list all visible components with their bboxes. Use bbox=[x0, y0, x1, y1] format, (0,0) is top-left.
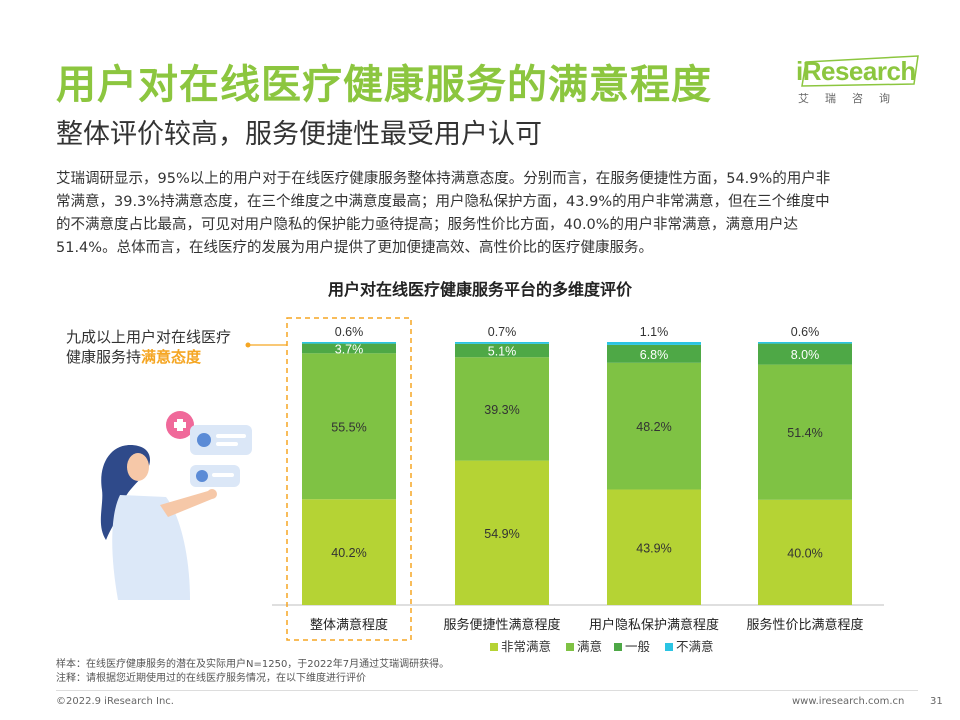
data-label: 55.5% bbox=[331, 420, 366, 434]
data-label: 0.6% bbox=[791, 325, 820, 339]
data-label: 0.6% bbox=[335, 325, 364, 339]
callout-text-main: 九成以上用户对在线医疗健康服务持 bbox=[66, 328, 232, 366]
callout-text: 九成以上用户对在线医疗健康服务持满意态度 bbox=[66, 327, 241, 367]
legend-swatch bbox=[566, 643, 574, 651]
footnotes: 样本：在线医疗健康服务的潜在及实际用户N=1250，于2022年7月通过艾瑞调研… bbox=[56, 658, 449, 686]
bar-segment-1 bbox=[455, 460, 549, 605]
footer-divider bbox=[56, 690, 918, 691]
legend-swatch bbox=[665, 643, 673, 651]
bar-segment-2 bbox=[758, 364, 852, 500]
summary-line: 的不满意度占比最高，可见对用户隐私的保护能力亟待提高；服务性价比方面，40.0%… bbox=[56, 217, 799, 233]
data-label: 43.9% bbox=[636, 541, 671, 555]
summary-line: 51.4%。总体而言，在线医疗的发展为用户提供了更加便捷高效、高性价比的医疗健康… bbox=[56, 240, 654, 256]
bar-segment-3 bbox=[455, 343, 549, 358]
footer-copyright: ©2022.9 iResearch Inc. bbox=[56, 696, 174, 707]
legend-swatch bbox=[490, 643, 498, 651]
data-label: 0.7% bbox=[488, 325, 517, 339]
footer-website: www.iresearch.com.cn bbox=[792, 696, 905, 707]
data-label: 39.3% bbox=[484, 403, 519, 417]
summary-paragraph: 艾瑞调研显示，95%以上的用户对于在线医疗健康服务整体持满意态度。分别而言，在服… bbox=[56, 168, 916, 260]
data-label: 1.1% bbox=[640, 325, 669, 339]
heartbeat-card-icon bbox=[190, 465, 240, 487]
bar-segment-4 bbox=[758, 342, 852, 344]
callout-highlight: 满意态度 bbox=[141, 348, 202, 366]
bar-segment-4 bbox=[455, 342, 549, 344]
data-label: 3.7% bbox=[335, 342, 364, 356]
bar-segment-2 bbox=[455, 357, 549, 461]
bar-segment-2 bbox=[302, 353, 396, 500]
category-label: 服务便捷性满意程度 bbox=[443, 617, 560, 633]
legend-label: 满意 bbox=[577, 639, 602, 654]
logo-mark bbox=[801, 55, 919, 87]
medical-cross-icon bbox=[166, 411, 194, 439]
category-label: 用户隐私保护满意程度 bbox=[589, 617, 719, 633]
remark-note: 注释：请根据您近期使用过的在线医疗服务情况，在以下维度进行评价 bbox=[56, 673, 366, 684]
category-label: 服务性价比满意程度 bbox=[746, 617, 863, 633]
data-label: 48.2% bbox=[636, 420, 671, 434]
sample-note: 样本：在线医疗健康服务的潜在及实际用户N=1250，于2022年7月通过艾瑞调研… bbox=[56, 659, 450, 670]
bar-segment-4 bbox=[302, 342, 396, 344]
page-title: 用户对在线医疗健康服务的满意程度 bbox=[56, 62, 712, 108]
iresearch-logo: iResearch 艾瑞咨询 bbox=[792, 54, 922, 106]
data-label: 8.0% bbox=[791, 348, 820, 362]
page-subtitle: 整体评价较高，服务便捷性最受用户认可 bbox=[56, 119, 542, 150]
doctor-illustration bbox=[100, 411, 252, 600]
summary-line: 常满意，39.3%持满意态度，在三个维度之中满意度最高；用户隐私保护方面，43.… bbox=[56, 194, 830, 210]
legend-label: 不满意 bbox=[676, 639, 714, 654]
bar-segment-1 bbox=[758, 499, 852, 605]
bar-segment-4 bbox=[607, 342, 701, 345]
woman-figure bbox=[100, 445, 217, 600]
data-label: 40.2% bbox=[331, 546, 366, 560]
bar-segment-3 bbox=[607, 344, 701, 363]
data-label: 40.0% bbox=[787, 546, 822, 560]
bar-segment-2 bbox=[607, 362, 701, 490]
callout-dot bbox=[245, 342, 251, 348]
chart-title: 用户对在线医疗健康服务平台的多维度评价 bbox=[327, 280, 632, 299]
bar-segment-1 bbox=[302, 499, 396, 605]
bar-segment-3 bbox=[302, 343, 396, 354]
legend-label: 一般 bbox=[625, 639, 651, 654]
legend-label: 非常满意 bbox=[501, 639, 551, 654]
highlight-box bbox=[286, 317, 412, 641]
bar-segment-1 bbox=[607, 489, 701, 605]
profile-card-icon bbox=[190, 425, 252, 455]
logo-brand: iResearch bbox=[796, 56, 916, 86]
category-label: 整体满意程度 bbox=[310, 617, 388, 633]
page-number: 31 bbox=[930, 696, 943, 707]
data-label: 54.9% bbox=[484, 527, 519, 541]
data-label: 6.8% bbox=[640, 348, 669, 362]
data-label: 51.4% bbox=[787, 426, 822, 440]
data-label: 5.1% bbox=[488, 345, 517, 359]
legend-swatch bbox=[614, 643, 622, 651]
logo-cn: 艾瑞咨询 bbox=[798, 92, 906, 105]
bar-segment-3 bbox=[758, 343, 852, 365]
summary-line: 艾瑞调研显示，95%以上的用户对于在线医疗健康服务整体持满意态度。分别而言，在服… bbox=[56, 171, 831, 187]
